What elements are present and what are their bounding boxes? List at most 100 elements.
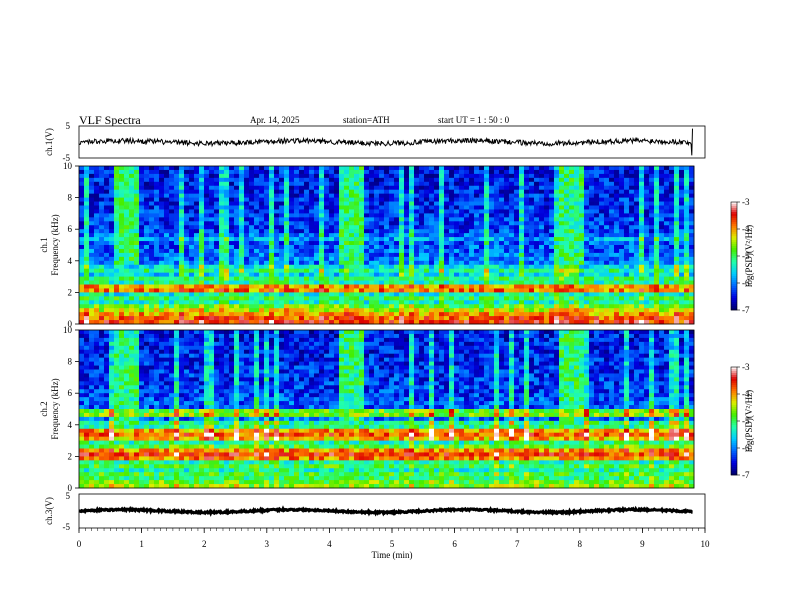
ch1-spec-cell <box>689 264 695 270</box>
ch1-spec-cell <box>259 241 265 246</box>
ch1-spec-cell <box>579 177 585 183</box>
ch1-spec-cell <box>79 225 85 230</box>
ch1-spec-cell <box>514 280 520 285</box>
ch1-spec-cell <box>579 237 585 242</box>
ch1-spec-cell <box>669 320 675 325</box>
ch1-spec-cell <box>604 252 610 258</box>
ch1-spec-cell <box>359 296 365 301</box>
ch1-spec-cell <box>479 320 485 325</box>
ch1-spec-cell <box>264 241 270 246</box>
ch1-spec-cell <box>99 169 105 175</box>
ch1-spec-cell <box>129 237 135 242</box>
ch1-spec-cell <box>174 221 180 226</box>
ch1-spec-cell <box>514 217 520 222</box>
ch1-spec-cell <box>174 320 180 325</box>
ch1-spec-cell <box>499 308 505 313</box>
ch1-spec-cell <box>674 248 680 254</box>
ch1-spec-cell <box>344 209 350 214</box>
ch1-spec-cell <box>534 264 540 270</box>
ch1-spec-cell <box>499 221 505 226</box>
ch1-spec-cell <box>589 312 595 317</box>
ch1-spec-cell <box>494 213 500 218</box>
ch1-spec-cell <box>494 201 500 206</box>
ch1-spec-cell <box>284 292 290 297</box>
ch1-colorbar-step <box>731 266 737 269</box>
ch1-spec-cell <box>154 268 160 274</box>
ch1-spec-cell <box>144 177 150 183</box>
ch1-spec-cell <box>169 209 175 214</box>
ch1-spec-cell <box>569 169 575 175</box>
ch1-spec-cell <box>394 272 400 277</box>
ch1-spec-cell <box>139 181 145 187</box>
ch1-spec-cell <box>614 272 620 277</box>
ch1-spec-cell <box>399 169 405 175</box>
ch1-spec-cell <box>189 296 195 301</box>
ch1-spec-cell <box>464 229 470 234</box>
ch1-spec-cell <box>579 245 585 250</box>
ch1-spec-cell <box>524 185 530 191</box>
ch1-spec-cell <box>214 193 220 198</box>
ch1-spec-cell <box>624 201 630 206</box>
ch1-spec-cell <box>414 185 420 191</box>
ch1-spec-cell <box>294 229 300 234</box>
ch1-spec-cell <box>139 292 145 297</box>
ch1-spec-cell <box>499 276 505 281</box>
ch1-spec-cell <box>219 284 225 289</box>
ch1-spec-cell <box>494 229 500 234</box>
ch1-colorbar-step <box>731 292 737 295</box>
ch1-spec-cell <box>574 197 580 202</box>
ch1-spec-cell <box>119 264 125 270</box>
ch1-spec-cell <box>479 292 485 297</box>
ch1-spec-cell <box>339 237 345 242</box>
ch1-spec-cell <box>429 237 435 242</box>
ch1-spec-cell <box>254 268 260 274</box>
ch1-spec-cell <box>214 292 220 297</box>
ch1-spec-cell <box>414 276 420 281</box>
ch1-spec-cell <box>689 308 695 313</box>
ch1-spec-cell <box>104 256 110 262</box>
ch1-spec-cell <box>84 209 90 214</box>
ch1-spec-cell <box>194 213 200 218</box>
ch1-spec-cell <box>399 213 405 218</box>
ch1-spec-cell <box>499 272 505 277</box>
ch1-spec-cell <box>284 272 290 277</box>
ch1-spec-cell <box>614 201 620 206</box>
ch1-spec-cell <box>579 252 585 258</box>
ch1-spec-cell <box>139 272 145 277</box>
ch1-spec-cell <box>629 213 635 218</box>
ch1-spec-cell <box>294 248 300 254</box>
ch1-spec-cell <box>114 288 120 293</box>
ch1-spec-cell <box>434 248 440 254</box>
ch1-spec-cell <box>359 185 365 191</box>
ch1-spec-cell <box>679 308 685 313</box>
ch1-spec-cell <box>504 280 510 285</box>
ch1-spec-cell <box>349 241 355 246</box>
ch1-spec-cell <box>384 296 390 301</box>
ch1-spec-cell <box>544 260 550 266</box>
ch1-spec-cell <box>614 304 620 309</box>
ch1-spec-cell <box>279 280 285 285</box>
ch1-spec-cell <box>209 260 215 266</box>
ch1-spec-cell <box>649 213 655 218</box>
ch1-spec-cell <box>389 193 395 198</box>
ch1-spec-cell <box>289 189 295 195</box>
ch1-spec-cell <box>109 193 115 198</box>
ch1-spec-cell <box>534 308 540 313</box>
ch1-spec-cell <box>139 205 145 210</box>
ch1-spec-cell <box>429 169 435 175</box>
ch1-spec-cell <box>154 185 160 191</box>
ch1-spec-cell <box>569 288 575 293</box>
ch1-spec-cell <box>104 304 110 309</box>
ch1-spec-cell <box>689 237 695 242</box>
ch1-spec-cell <box>629 169 635 175</box>
ch1-spec-cell <box>444 221 450 226</box>
ch1-spec-cell <box>79 320 85 325</box>
ch1-spec-cell <box>384 284 390 289</box>
ch1-spec-cell <box>544 245 550 250</box>
ch1-spec-cell <box>609 256 615 262</box>
ch1-spec-cell <box>469 185 475 191</box>
ch1-spec-cell <box>94 197 100 202</box>
ch1-spec-cell <box>169 189 175 195</box>
ch1-spec-cell <box>444 292 450 297</box>
ch1-spec-cell <box>259 268 265 274</box>
